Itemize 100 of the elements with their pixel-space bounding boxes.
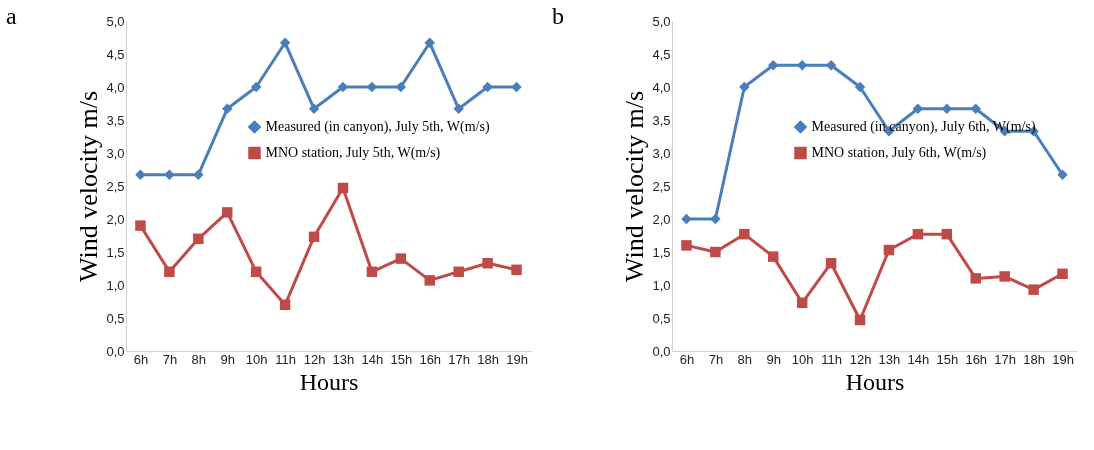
x-tick-label: 13h (878, 351, 901, 367)
y-axis-title: Wind velocity m/s (74, 90, 104, 283)
point (739, 81, 750, 93)
point (941, 228, 953, 240)
x-tick-label: 18h (1023, 351, 1045, 367)
y-tick-label: 1,0 (106, 277, 125, 293)
y-tick-label: 3,0 (106, 145, 125, 161)
point (308, 103, 320, 115)
point (681, 240, 692, 251)
point (768, 251, 779, 262)
point (395, 253, 407, 264)
x-tick-label: 16h (419, 351, 442, 367)
point (424, 275, 435, 286)
x-tick-label: 14h (361, 351, 384, 367)
point (854, 81, 866, 93)
point (279, 299, 291, 311)
x-axis-title: Hours (845, 368, 905, 395)
y-tick-label: 4,5 (106, 46, 125, 62)
point (883, 244, 895, 256)
x-tick-label: 7h (708, 351, 724, 367)
y-tick-label: 4,0 (106, 79, 125, 95)
y-tick-label: 0,0 (106, 343, 125, 359)
point (825, 257, 837, 269)
point (366, 266, 378, 278)
point (308, 231, 320, 243)
point (164, 169, 175, 181)
point (1057, 169, 1068, 181)
y-tick-label: 3,5 (652, 112, 671, 128)
x-tick-label: 19h (506, 351, 528, 367)
point (193, 169, 204, 181)
point (796, 297, 808, 309)
legend-label: MNO station, July 6th, W(m/s) (811, 145, 987, 161)
x-tick-label: 12h (849, 351, 872, 367)
point (482, 81, 493, 93)
x-tick-label: 12h (303, 351, 326, 367)
point (970, 273, 981, 284)
point (453, 103, 464, 115)
y-tick-label: 5,0 (652, 13, 671, 29)
y-tick-label: 0,0 (652, 343, 671, 359)
point (135, 220, 146, 231)
point (250, 81, 262, 93)
point (912, 228, 924, 240)
x-tick-label: 10h (791, 351, 814, 367)
point (222, 103, 233, 115)
point (970, 103, 981, 115)
y-tick-label: 0,5 (106, 310, 125, 326)
x-tick-label: 18h (477, 351, 499, 367)
x-tick-label: 8h (737, 351, 753, 367)
y-tick-label: 0,5 (652, 310, 671, 326)
x-tick-label: 6h (679, 351, 695, 367)
point (222, 207, 233, 218)
y-tick-label: 2,5 (106, 178, 125, 194)
y-tick-label: 2,5 (652, 178, 671, 194)
point (453, 266, 464, 278)
point (1028, 284, 1039, 295)
chart-title: a (5, 3, 17, 29)
x-tick-label: 10h (245, 351, 268, 367)
point (710, 246, 721, 258)
point (710, 213, 721, 225)
x-tick-label: 15h (390, 351, 413, 367)
point (193, 233, 204, 245)
legend-label: MNO station, July 5th, W(m/s) (265, 145, 441, 161)
y-tick-label: 2,0 (106, 211, 125, 227)
y-tick-label: 1,0 (652, 277, 671, 293)
x-tick-label: 8h (191, 351, 207, 367)
y-tick-label: 5,0 (106, 13, 125, 29)
x-tick-label: 9h (766, 351, 781, 367)
point (250, 266, 262, 278)
x-tick-label: 13h (332, 351, 355, 367)
point (1057, 268, 1068, 280)
y-tick-label: 1,5 (652, 244, 671, 260)
y-tick-label: 1,5 (106, 244, 125, 260)
point (511, 264, 522, 276)
x-tick-label: 11h (821, 351, 842, 367)
y-tick-label: 3,5 (106, 112, 125, 128)
point (482, 257, 493, 269)
point (999, 271, 1010, 282)
y-tick-label: 4,5 (652, 46, 671, 62)
y-tick-label: 2,0 (652, 211, 671, 227)
point (424, 37, 435, 49)
x-tick-label: 11h (275, 351, 296, 367)
x-tick-label: 9h (220, 351, 235, 367)
x-tick-label: 15h (936, 351, 959, 367)
point (135, 169, 146, 181)
x-axis-title: Hours (299, 368, 359, 395)
point (739, 228, 750, 240)
point (681, 213, 692, 225)
x-tick-label: 17h (994, 351, 1017, 367)
x-tick-label: 7h (162, 351, 178, 367)
y-axis-title: Wind velocity m/s (620, 90, 650, 283)
legend-label: Measured (in canyon), July 5th, W(m/s) (265, 119, 490, 135)
point (395, 81, 407, 93)
point (279, 37, 291, 49)
point (164, 266, 175, 278)
x-tick-label: 16h (965, 351, 988, 367)
point (337, 182, 349, 194)
x-tick-label: 17h (448, 351, 471, 367)
x-tick-label: 14h (907, 351, 930, 367)
point (854, 314, 866, 326)
point (768, 59, 779, 71)
